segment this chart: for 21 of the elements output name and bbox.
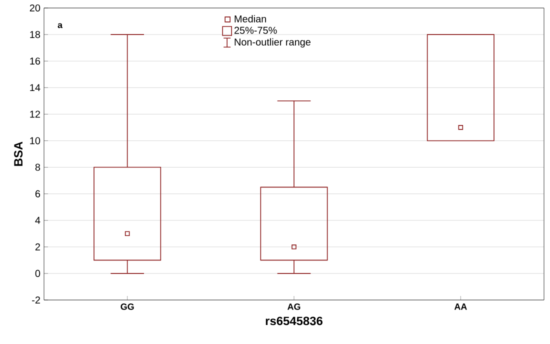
annotation: 25%-75% bbox=[234, 26, 277, 34]
annotation: Non-outlier range bbox=[234, 38, 310, 48]
y-tick-label: 10 bbox=[30, 137, 40, 144]
annotation: Median bbox=[234, 15, 266, 22]
y-tick-label: 16 bbox=[30, 58, 40, 65]
annotation: a bbox=[58, 23, 63, 28]
y-tick-label: 0 bbox=[35, 270, 40, 277]
x-axis-title: rs6545836 bbox=[266, 316, 322, 326]
y-tick-label: 4 bbox=[35, 216, 40, 224]
y-tick-label: 14 bbox=[30, 84, 40, 92]
y-tick-label: 18 bbox=[30, 31, 40, 38]
y-tick-label: 6 bbox=[35, 190, 40, 198]
x-tick-label: AA bbox=[454, 304, 467, 310]
y-tick-label: 8 bbox=[35, 164, 40, 171]
y-tick-label: 2 bbox=[35, 243, 40, 250]
y-tick-label: -2 bbox=[32, 296, 40, 304]
y-tick-label: 12 bbox=[30, 110, 40, 118]
x-tick-label: GG bbox=[120, 304, 134, 310]
y-tick-label: 20 bbox=[30, 4, 40, 12]
y-axis-title: BSA bbox=[14, 142, 23, 166]
x-tick-label: AG bbox=[287, 304, 300, 310]
